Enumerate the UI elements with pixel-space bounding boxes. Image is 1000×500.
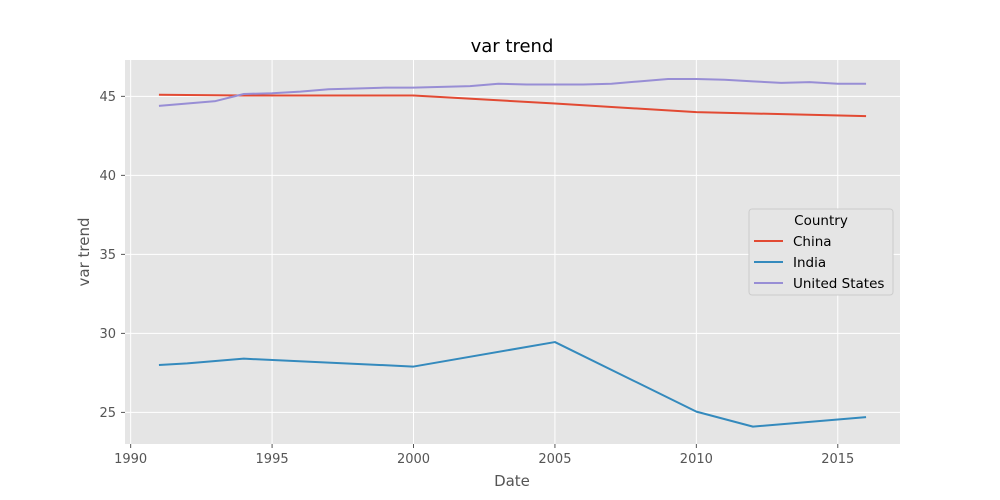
legend-label-china: China bbox=[793, 234, 832, 250]
x-axis-label: Date bbox=[494, 472, 530, 490]
y-tick-label: 35 bbox=[99, 248, 116, 263]
series-line-united-states bbox=[158, 77, 867, 107]
y-tick-label: 45 bbox=[99, 90, 116, 105]
x-tick-label: 2000 bbox=[397, 452, 430, 467]
y-tick-label: 25 bbox=[99, 406, 116, 421]
gridlines bbox=[125, 60, 900, 444]
y-axis: 25 30 35 40 45 bbox=[99, 90, 125, 421]
x-tick-label: 2010 bbox=[680, 452, 713, 467]
series-line-india bbox=[158, 341, 867, 428]
legend-box bbox=[748, 208, 894, 296]
x-axis: 1990 1995 2000 2005 2010 2015 bbox=[114, 444, 854, 467]
y-axis-label: var trend bbox=[75, 218, 93, 287]
y-tick-label: 30 bbox=[99, 327, 116, 342]
x-tick-label: 1990 bbox=[114, 452, 147, 467]
x-tick-label: 2015 bbox=[821, 452, 854, 467]
legend-title: Country bbox=[794, 213, 848, 229]
x-tick-label: 2005 bbox=[538, 452, 571, 467]
legend-label-india: India bbox=[793, 255, 826, 271]
chart-title: var trend bbox=[471, 36, 554, 57]
legend: Country China India United States bbox=[748, 208, 894, 296]
legend-label-united-states: United States bbox=[793, 276, 884, 292]
series-line-china bbox=[158, 93, 867, 118]
y-tick-label: 40 bbox=[99, 169, 116, 184]
x-tick-label: 1995 bbox=[256, 452, 289, 467]
series-layer bbox=[158, 77, 867, 428]
